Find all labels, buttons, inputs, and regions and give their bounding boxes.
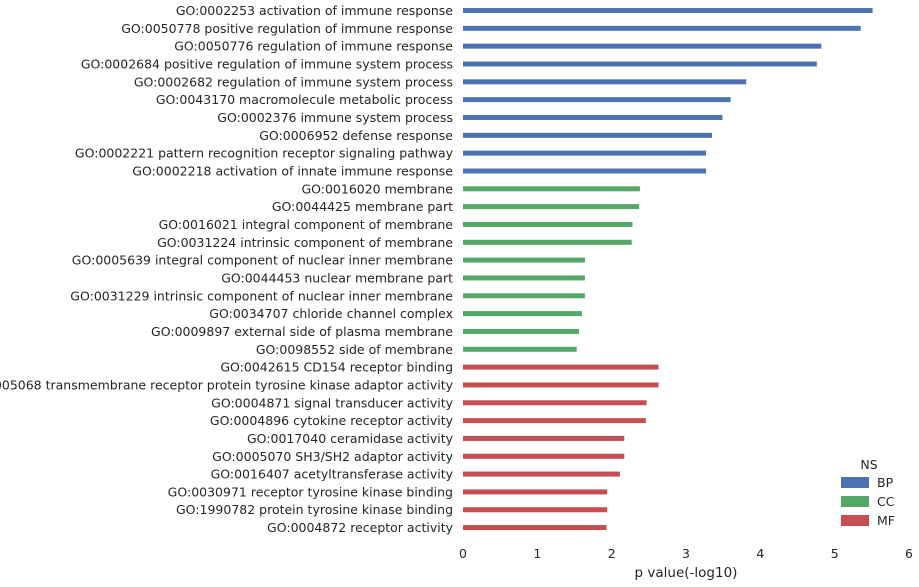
category-label: GO:0098552 side of membrane	[256, 342, 453, 357]
category-label: GO:0034707 chloride channel complex	[209, 306, 453, 321]
x-tick-label: 3	[682, 546, 690, 561]
x-tick-label: 5	[831, 546, 839, 561]
category-label: GO:0002218 activation of innate immune r…	[132, 163, 453, 178]
category-label: GO:0030971 receptor tyrosine kinase bind…	[168, 484, 453, 499]
category-label: GO:0004872 receptor activity	[267, 520, 454, 535]
category-label: GO:0002682 regulation of immune system p…	[134, 74, 453, 89]
x-axis-title: p value(-log10)	[635, 565, 738, 581]
category-label: GO:0004896 cytokine receptor activity	[210, 413, 454, 428]
bar-cc	[463, 311, 582, 317]
legend-swatch-bp	[841, 477, 869, 488]
bar-bp	[463, 150, 707, 156]
category-label: GO:0043170 macromolecule metabolic proce…	[156, 92, 453, 107]
bar-mf	[463, 435, 625, 441]
bar-cc	[463, 346, 577, 352]
category-label: GO:0031224 intrinsic component of membra…	[157, 235, 453, 250]
x-tick-label: 2	[608, 546, 616, 561]
bar-bp	[463, 79, 747, 85]
bar-mf	[463, 525, 607, 531]
category-label: GO:0044425 membrane part	[272, 199, 453, 214]
legend-label-cc: CC	[877, 494, 895, 509]
bar-bp	[463, 132, 713, 138]
category-label: GO:0009897 external side of plasma membr…	[151, 324, 453, 339]
bar-cc	[463, 204, 640, 210]
category-label: GO:0050778 positive regulation of immune…	[121, 21, 453, 36]
legend: NS BP CC MF	[841, 457, 895, 528]
legend-entries: BP CC MF	[841, 475, 895, 528]
bar-cc	[463, 257, 585, 263]
x-axis-ticks: 0 1 2 3 4 5 6	[459, 546, 913, 561]
bar-mf	[463, 364, 659, 370]
category-label: GO:0017040 ceramidase activity	[247, 431, 454, 446]
category-label: GO:0002253 activation of immune response	[176, 3, 453, 18]
category-label: GO:0016021 integral component of membran…	[159, 217, 454, 232]
bar-mf	[463, 400, 647, 406]
bar-cc	[463, 239, 632, 245]
category-label: GO:0002376 immune system process	[217, 110, 453, 125]
bars-layer	[463, 8, 873, 531]
legend-label-mf: MF	[877, 513, 895, 528]
category-label: GO:0044453 nuclear membrane part	[221, 270, 453, 285]
bar-bp	[463, 97, 731, 103]
category-label: GO:0016020 membrane	[301, 181, 453, 196]
bar-mf	[463, 453, 625, 459]
bar-cc	[463, 186, 640, 192]
bar-cc	[463, 275, 585, 281]
bar-cc	[463, 221, 633, 227]
legend-label-bp: BP	[877, 475, 894, 490]
x-tick-label: 0	[459, 546, 467, 561]
legend-swatch-cc	[841, 496, 869, 507]
category-label: GO:0042615 CD154 receptor binding	[220, 360, 453, 375]
bar-bp	[463, 114, 723, 120]
bar-cc	[463, 293, 585, 299]
category-label: GO:0050776 regulation of immune response	[174, 39, 453, 54]
bar-mf	[463, 471, 620, 477]
bar-cc	[463, 328, 579, 334]
bar-bp	[463, 43, 822, 49]
category-label: GO:0005070 SH3/SH2 adaptor activity	[212, 449, 453, 464]
category-label: GO:0004871 signal transducer activity	[211, 395, 453, 410]
bar-mf	[463, 382, 659, 388]
category-label: GO:1990782 protein tyrosine kinase bindi…	[176, 502, 453, 517]
category-label: GO:0016407 acetyltransferase activity	[211, 467, 454, 482]
category-labels: GO:0002253 activation of immune response…	[0, 3, 454, 535]
bar-mf	[463, 489, 608, 495]
category-label: GO:0031229 intrinsic component of nuclea…	[70, 288, 453, 303]
bar-bp	[463, 25, 861, 31]
category-label: GO:0005639 integral component of nuclear…	[72, 253, 454, 268]
category-label: GO:0006952 defense response	[259, 128, 453, 143]
legend-title: NS	[860, 457, 877, 472]
bar-bp	[463, 8, 873, 13]
bar-bp	[463, 61, 817, 67]
legend-swatch-mf	[841, 515, 869, 526]
category-label: GO:0002684 positive regulation of immune…	[81, 56, 453, 71]
category-label: GO:0005068 transmembrane receptor protei…	[0, 377, 454, 392]
category-label: GO:0002221 pattern recognition receptor …	[75, 146, 454, 161]
x-tick-label: 4	[756, 546, 764, 561]
x-tick-label: 6	[905, 546, 913, 561]
bar-bp	[463, 168, 707, 174]
bar-mf	[463, 507, 608, 513]
x-tick-label: 1	[533, 546, 541, 561]
bar-mf	[463, 418, 646, 424]
